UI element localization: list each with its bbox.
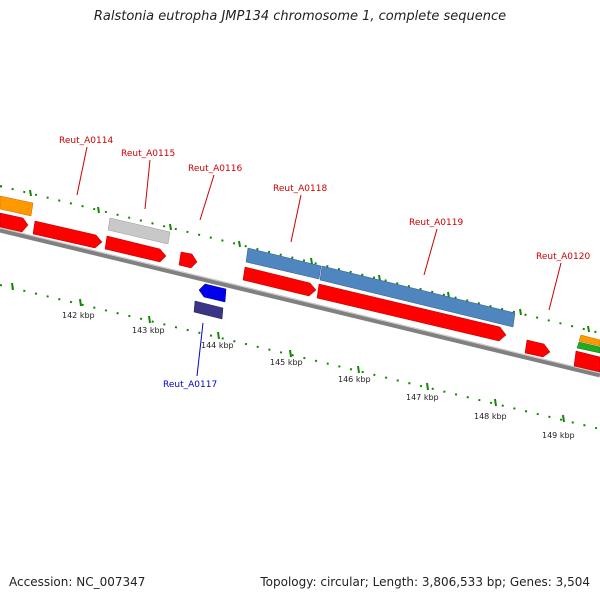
- gene-label-a0118[interactable]: Reut_A0118: [273, 184, 327, 194]
- leader-line-a0120: [548, 262, 562, 311]
- gene-label-a0116[interactable]: Reut_A0116: [188, 164, 242, 174]
- major-tick: [562, 414, 565, 423]
- major-tick: [357, 365, 360, 374]
- gene-arrow-reverse-blue[interactable]: [198, 283, 227, 303]
- gene-label-a0117[interactable]: Reut_A0117: [163, 380, 217, 390]
- gene-label-a0114[interactable]: Reut_A0114: [59, 136, 113, 146]
- scale-label: 145 kbp: [270, 358, 303, 367]
- leader-line-a0116: [199, 174, 215, 221]
- gene-arrow-a0114[interactable]: [32, 220, 103, 249]
- major-tick: [289, 349, 292, 358]
- gene-arrow-right-edge[interactable]: [573, 350, 600, 373]
- major-tick: [169, 223, 172, 231]
- major-tick: [310, 257, 313, 265]
- major-tick: [519, 308, 522, 316]
- major-tick: [217, 331, 220, 340]
- map-title: Ralstonia eutropha JMP134 chromosome 1, …: [93, 9, 507, 24]
- major-tick: [29, 189, 32, 197]
- major-tick: [79, 298, 82, 307]
- scale-label: 143 kbp: [132, 326, 165, 335]
- scale-label: 144 kbp: [201, 341, 234, 350]
- gene-arrow-a0115[interactable]: [104, 235, 167, 263]
- major-tick: [426, 382, 429, 391]
- accession-text: Accession: NC_007347: [9, 575, 146, 589]
- major-tick: [148, 315, 151, 324]
- gene-arrow-a0116[interactable]: [178, 251, 198, 269]
- leader-line-a0114: [76, 146, 88, 196]
- scale-label: 142 kbp: [62, 311, 95, 320]
- major-tick: [494, 398, 497, 407]
- feature-bar-grey[interactable]: [107, 217, 171, 245]
- chromosome-backbone: [0, 227, 600, 378]
- topology-summary: Topology: circular; Length: 3,806,533 bp…: [260, 575, 590, 589]
- scale-label: 147 kbp: [406, 393, 439, 402]
- scale-label: 146 kbp: [338, 375, 371, 384]
- major-tick: [587, 325, 590, 333]
- lower-scale-ticks: [0, 282, 600, 430]
- leader-line-a0119: [423, 228, 438, 276]
- gene-green-right[interactable]: [576, 341, 600, 354]
- gene-arrow-a0120[interactable]: [524, 339, 551, 358]
- major-tick: [97, 206, 100, 214]
- gene-label-a0120[interactable]: Reut_A0120: [536, 252, 590, 262]
- gene-arrow-a0119[interactable]: [316, 283, 507, 342]
- gene-arrow-a0113[interactable]: [0, 212, 29, 233]
- gene-orange-right[interactable]: [578, 334, 600, 347]
- gene-label-a0115[interactable]: Reut_A0115: [121, 149, 175, 159]
- scale-label: 148 kbp: [474, 412, 507, 421]
- gene-arrow-a0118[interactable]: [242, 266, 317, 297]
- major-tick: [238, 240, 241, 248]
- leader-line-a0117: [196, 322, 204, 377]
- major-tick: [11, 282, 14, 291]
- feature-bar-steel-a0118[interactable]: [245, 247, 322, 280]
- scale-label: 149 kbp: [542, 431, 575, 440]
- gene-orange-left[interactable]: [0, 195, 34, 217]
- leader-line-a0118: [290, 194, 302, 243]
- gene-label-a0119[interactable]: Reut_A0119: [409, 218, 463, 228]
- gene-a0117[interactable]: [193, 300, 224, 320]
- leader-line-a0115: [144, 159, 151, 210]
- feature-bar-steel-a0119[interactable]: [319, 265, 516, 328]
